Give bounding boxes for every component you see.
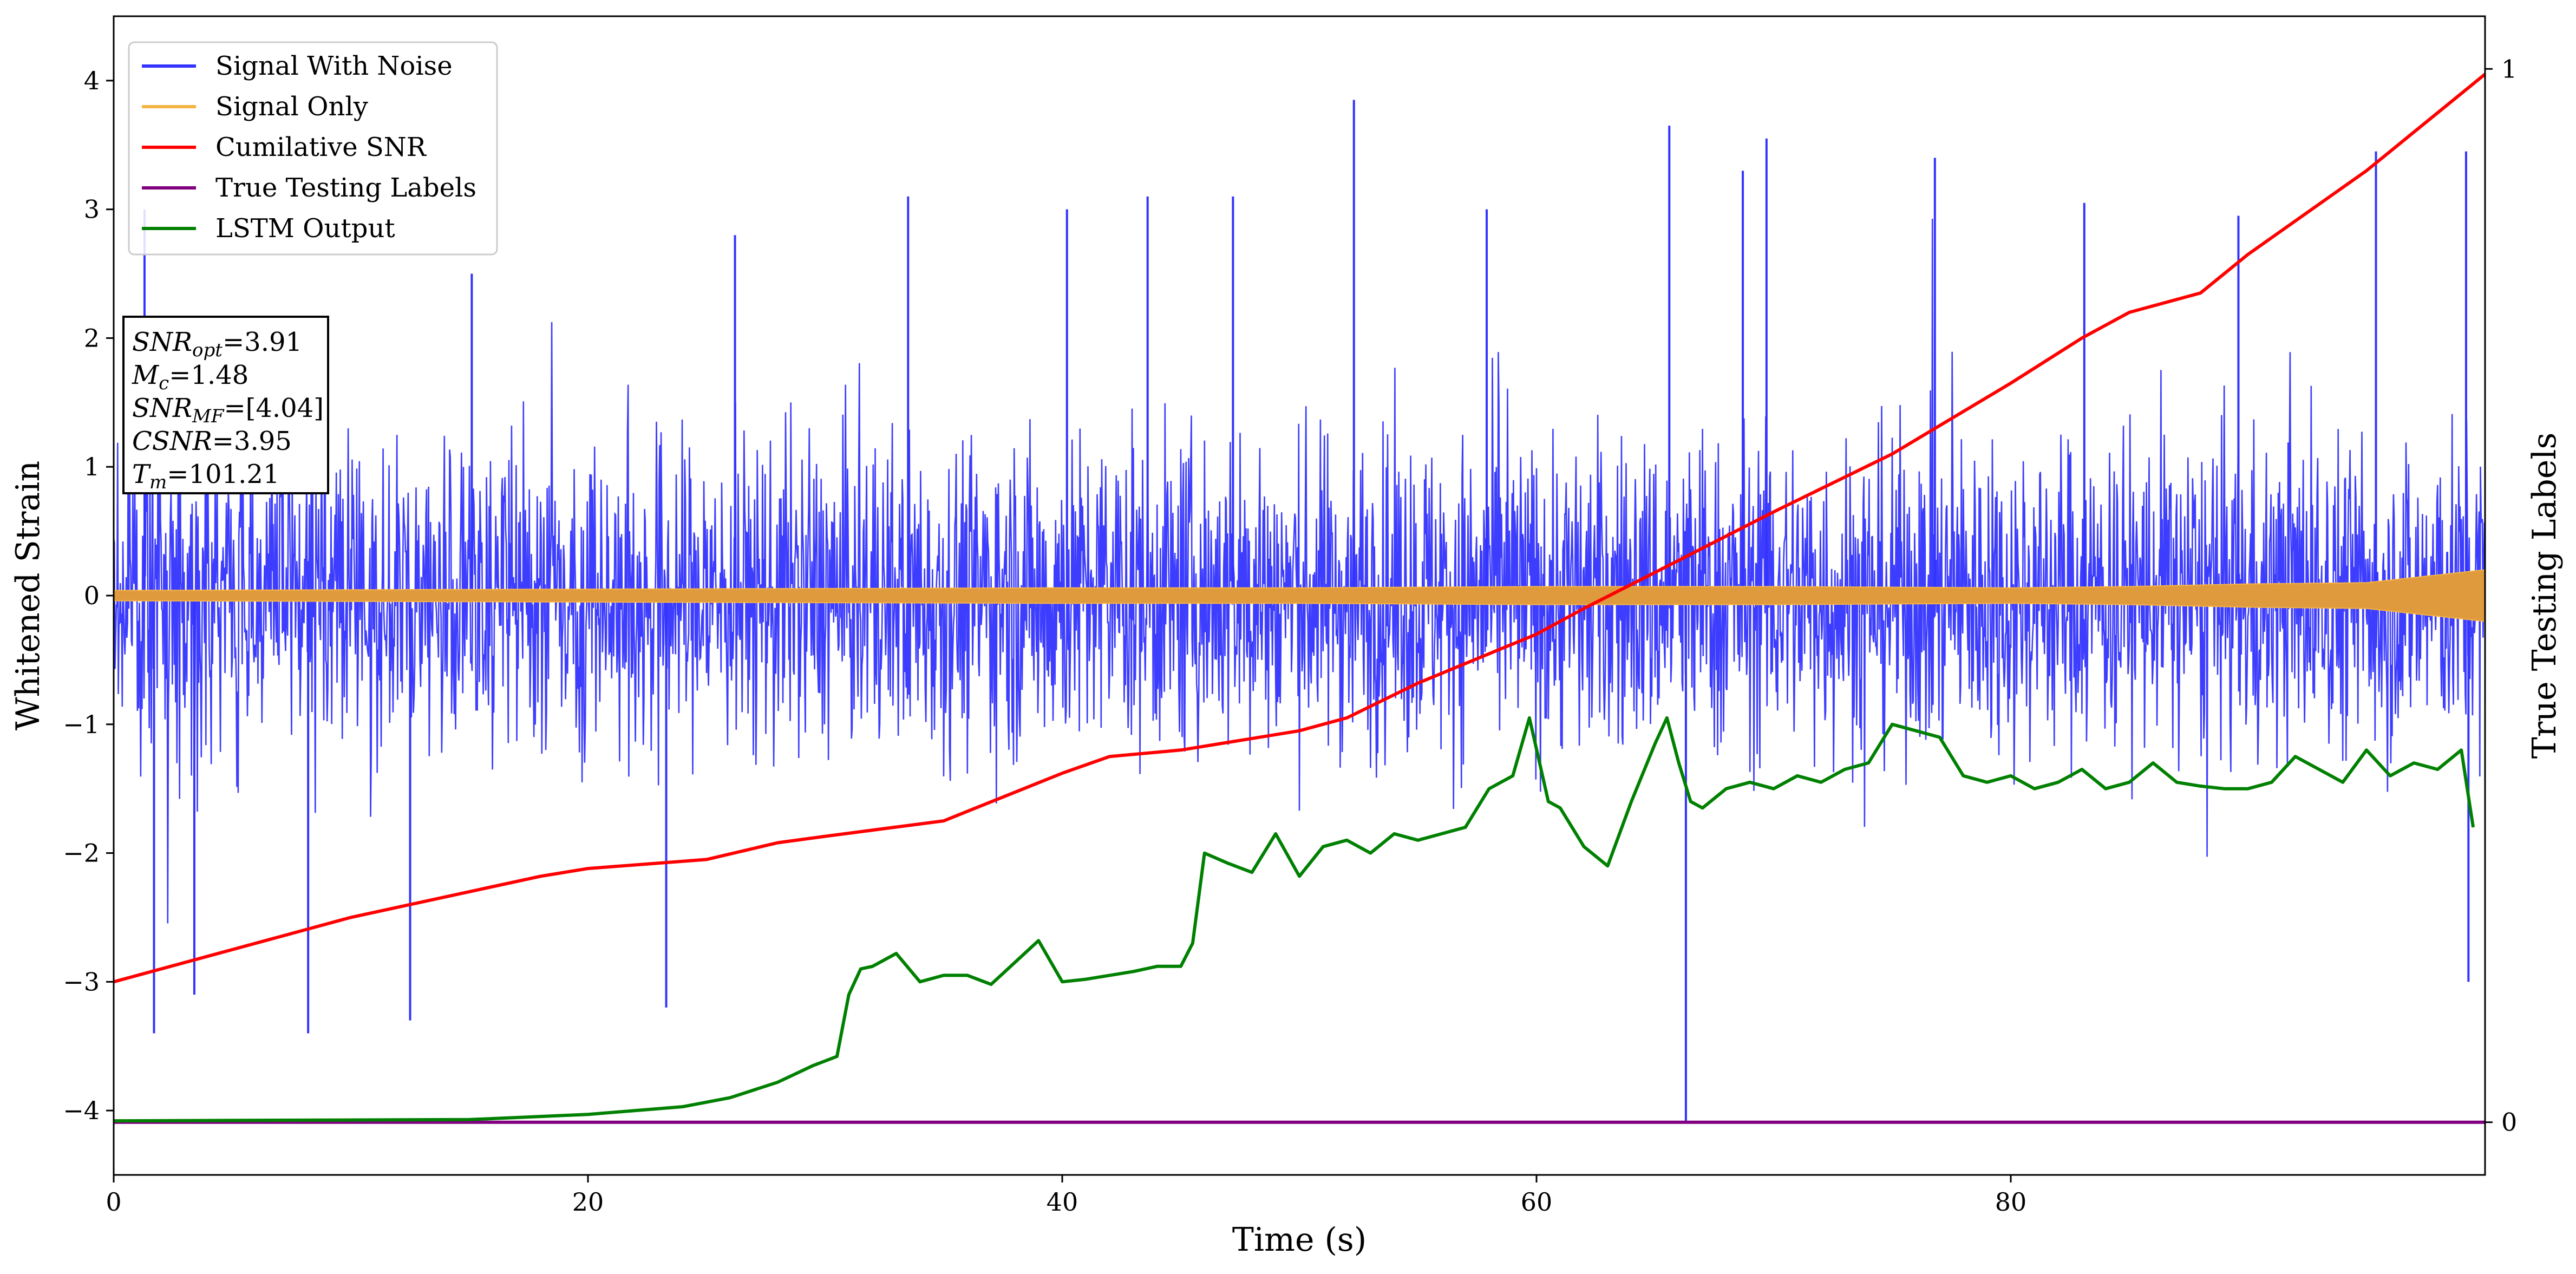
series-signal-only bbox=[114, 569, 2485, 622]
x-axis-title: Time (s) bbox=[1232, 1221, 1367, 1259]
signal-only-band bbox=[114, 569, 2485, 622]
series-lines bbox=[114, 73, 2485, 1124]
y-tick-label: 3 bbox=[84, 195, 100, 224]
y-tick-label: 0 bbox=[84, 581, 100, 610]
info-line: Mc=1.48 bbox=[132, 360, 249, 394]
x-axis: 0 20 40 60 80 bbox=[106, 1175, 2026, 1217]
y-tick-label: −4 bbox=[63, 1096, 100, 1125]
y-axis-title: Whitened Strain bbox=[9, 461, 47, 730]
info-line: SNRopt=3.91 bbox=[132, 327, 302, 361]
info-line: CSNR=3.95 bbox=[132, 426, 292, 456]
y-tick-label: 4 bbox=[84, 66, 100, 95]
y-tick-label: −1 bbox=[63, 710, 100, 739]
plot-area bbox=[114, 73, 2485, 1124]
y-axis-left: 4 3 2 1 0 −1 −2 −3 −4 bbox=[63, 66, 114, 1125]
info-box-frame bbox=[122, 316, 329, 494]
y2-tick-label: 1 bbox=[2501, 54, 2517, 83]
y-axis-right: 10 bbox=[2485, 54, 2517, 1137]
legend-label: LSTM Output bbox=[215, 213, 395, 244]
x-tick-label: 60 bbox=[1521, 1187, 1553, 1217]
info-line: Tm=101.21 bbox=[132, 459, 279, 493]
y-tick-label: −3 bbox=[63, 967, 100, 996]
legend-frame bbox=[128, 41, 498, 256]
legend: Signal With Noise Signal Only Cumilative S… bbox=[128, 41, 498, 256]
y2-axis-title: True Testing Labels bbox=[2526, 433, 2564, 759]
x-tick-label: 20 bbox=[572, 1187, 604, 1217]
series-cumilative-snr bbox=[114, 73, 2485, 984]
y2-tick-label: 0 bbox=[2501, 1108, 2517, 1137]
legend-label: Signal Only bbox=[215, 92, 368, 122]
x-tick-label: 80 bbox=[1995, 1187, 2027, 1217]
series-lstm-output bbox=[114, 716, 2475, 1123]
y-tick-label: −2 bbox=[63, 839, 100, 868]
y-tick-label: 1 bbox=[84, 452, 100, 481]
legend-label: True Testing Labels bbox=[215, 173, 476, 203]
legend-label: Signal With Noise bbox=[215, 51, 453, 81]
x-tick-label: 0 bbox=[106, 1187, 121, 1217]
info-line: SNRMF=[4.04] bbox=[132, 393, 324, 427]
x-tick-label: 40 bbox=[1047, 1187, 1078, 1217]
y-tick-label: 2 bbox=[84, 323, 100, 352]
series-signal-with-noise bbox=[114, 100, 2485, 1123]
info-box: SNRopt=3.91Mc=1.48SNRMF=[4.04]CSNR=3.95T… bbox=[122, 316, 329, 494]
legend-label: Cumilative SNR bbox=[215, 132, 427, 162]
